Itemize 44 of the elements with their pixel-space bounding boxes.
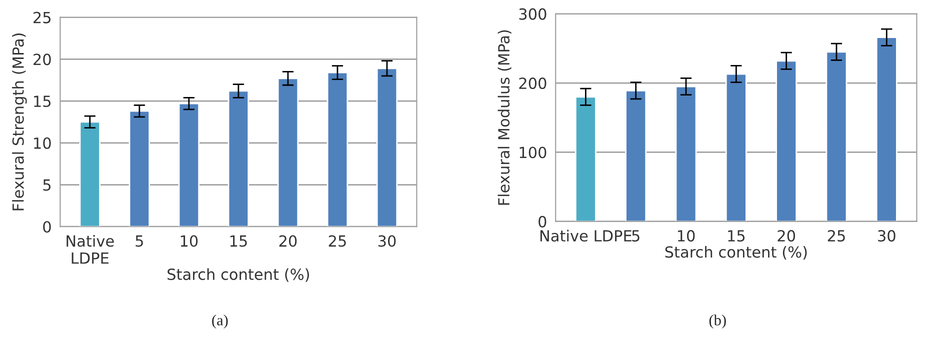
- x-tick-label: 5: [632, 230, 640, 242]
- x-axis-title: Starch content (%): [168, 268, 309, 282]
- y-tick-label: 100: [520, 146, 546, 158]
- x-tick-label: Native LDPE: [540, 230, 632, 242]
- x-tick-label: 25: [328, 235, 346, 247]
- x-tick-label: 5: [136, 235, 143, 247]
- y-tick-label: 300: [519, 8, 546, 20]
- bar: [326, 72, 348, 227]
- bar: [625, 90, 647, 222]
- x-tick-label: 20: [279, 235, 297, 247]
- text: (b): [709, 314, 726, 328]
- bar: [178, 102, 200, 227]
- bar: [79, 121, 100, 227]
- text: (a): [212, 314, 228, 328]
- y-tick-label: 200: [519, 78, 546, 90]
- y-tick-label: 10: [34, 137, 51, 149]
- bar: [574, 96, 596, 222]
- y-tick-label: 25: [34, 12, 51, 24]
- bar: [776, 60, 798, 222]
- x-tick-label: 15: [230, 235, 247, 247]
- y-tick-label: 0: [43, 221, 51, 233]
- y-tick-label: 20: [34, 54, 51, 66]
- bar: [228, 90, 250, 227]
- y-axis-title: Flexural Strength (MPa): [12, 34, 27, 210]
- bar: [128, 110, 150, 227]
- bar: [675, 86, 697, 222]
- x-axis-title: Starch content (%): [665, 246, 807, 260]
- y-tick-label: 5: [43, 179, 51, 191]
- bar: [277, 78, 299, 227]
- bar: [376, 68, 398, 227]
- x-tick-label: 15: [728, 230, 745, 242]
- x-tick-label: 30: [378, 235, 396, 247]
- x-tick-label: 20: [778, 230, 796, 242]
- y-axis-title: Flexural Modulus (MPa): [498, 30, 512, 205]
- bar: [876, 36, 898, 222]
- x-tick-label: 10: [180, 235, 198, 247]
- y-tick-label: 15: [34, 96, 51, 108]
- x-tick-label: 30: [878, 230, 896, 242]
- x-tick-label: 10: [678, 230, 695, 242]
- y-tick-label: 0: [538, 216, 546, 228]
- x-tick-label: 25: [828, 230, 845, 242]
- bar: [826, 51, 848, 222]
- x-tick-label: Native LDPE: [66, 234, 114, 264]
- bar: [725, 73, 747, 222]
